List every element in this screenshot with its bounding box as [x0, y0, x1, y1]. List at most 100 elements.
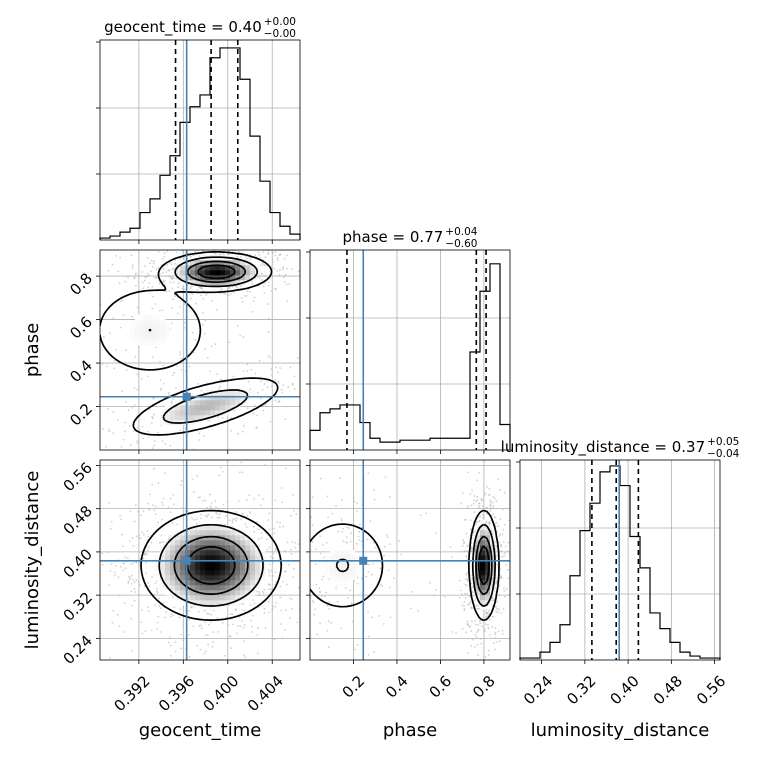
density-cell — [250, 550, 256, 556]
density-cell — [195, 525, 201, 531]
density-cell — [180, 270, 186, 276]
scatter-point — [125, 369, 128, 371]
density-cell — [210, 555, 216, 561]
scatter-point — [312, 584, 314, 586]
scatter-point — [240, 285, 242, 288]
scatter-point — [270, 265, 273, 268]
scatter-point — [372, 562, 375, 565]
density-cell — [150, 325, 156, 331]
scatter-point — [498, 594, 501, 597]
density-cell — [215, 285, 221, 291]
density-cell — [195, 605, 201, 611]
density-cell — [490, 580, 496, 586]
scatter-point — [297, 640, 299, 642]
density-cell — [220, 540, 226, 546]
density-cell — [230, 385, 236, 391]
scatter-point — [488, 618, 491, 621]
density-cell — [480, 560, 486, 566]
density-cell — [170, 540, 176, 546]
scatter-point — [18, 370, 20, 372]
scatter-point — [145, 572, 147, 575]
scatter-point — [347, 597, 350, 599]
density-cell — [245, 530, 251, 536]
density-cell — [480, 520, 486, 526]
density-cell — [235, 530, 241, 536]
density-cell — [250, 585, 256, 591]
scatter-point — [178, 616, 181, 619]
scatter-point — [148, 585, 151, 587]
density-cell — [225, 395, 231, 401]
scatter-point — [350, 532, 353, 535]
scatter-point — [275, 547, 277, 550]
scatter-point — [148, 274, 150, 277]
scatter-point — [274, 379, 277, 381]
scatter-point — [486, 485, 489, 488]
scatter-point — [268, 317, 270, 320]
density-cell — [235, 525, 241, 531]
scatter-point — [302, 565, 304, 567]
scatter-point — [94, 246, 96, 248]
scatter-point — [180, 368, 183, 371]
density-cell — [195, 410, 201, 416]
density-cell — [170, 410, 176, 416]
scatter-point — [262, 498, 265, 501]
scatter-point — [200, 513, 202, 516]
scatter-point — [358, 530, 361, 533]
scatter-point — [169, 615, 172, 618]
scatter-point — [367, 610, 369, 613]
density-cell — [220, 260, 226, 266]
scatter-point — [496, 601, 499, 603]
scatter-point — [260, 536, 263, 539]
scatter-point — [464, 518, 467, 521]
scatter-point — [307, 552, 309, 554]
scatter-point — [130, 590, 133, 593]
scatter-point — [167, 269, 170, 272]
density-cell — [235, 600, 241, 606]
scatter-point — [261, 388, 264, 391]
param-title: phase = 0.77 — [343, 228, 444, 246]
density-cell — [180, 570, 186, 576]
scatter-point — [494, 516, 496, 519]
scatter-point — [130, 604, 133, 607]
density-cell — [140, 315, 146, 321]
density-cell — [200, 550, 206, 556]
density-cell — [165, 550, 171, 556]
density-cell — [185, 595, 191, 601]
scatter-point — [206, 513, 209, 516]
hist-geocent-time-step — [99, 47, 301, 240]
density-cell — [155, 555, 161, 561]
scatter-point — [256, 590, 258, 593]
scatter-point — [61, 574, 63, 576]
hist-luminosity-distance-frame — [519, 459, 721, 661]
scatter-point — [252, 599, 255, 602]
scatter-point — [507, 541, 510, 544]
scatter-point — [253, 602, 256, 605]
scatter-point — [466, 603, 469, 606]
scatter-point — [167, 392, 170, 394]
scatter-point — [129, 510, 132, 513]
scatter-point — [275, 366, 278, 369]
density-cell — [245, 545, 251, 551]
density-cell — [165, 405, 171, 411]
scatter-point — [150, 541, 153, 544]
density-cell — [325, 565, 331, 571]
density-cell — [170, 270, 176, 276]
density-cell — [225, 265, 231, 271]
scatter-point — [164, 442, 167, 445]
scatter-point — [182, 624, 184, 627]
density-cell — [480, 570, 486, 576]
scatter-point — [134, 355, 137, 358]
scatter-point — [269, 420, 272, 423]
density-cell — [180, 560, 186, 566]
scatter-point — [254, 372, 257, 375]
density-cell — [230, 275, 236, 281]
scatter-point — [251, 310, 254, 313]
scatter-point — [367, 653, 370, 656]
scatter-point — [449, 546, 452, 548]
density-cell — [215, 520, 221, 526]
scatter-point — [247, 380, 250, 383]
panel-luminosity-distance-vs-phase-density — [297, 460, 510, 660]
scatter-point — [220, 288, 223, 290]
scatter-point — [261, 262, 264, 264]
scatter-point — [119, 256, 122, 259]
